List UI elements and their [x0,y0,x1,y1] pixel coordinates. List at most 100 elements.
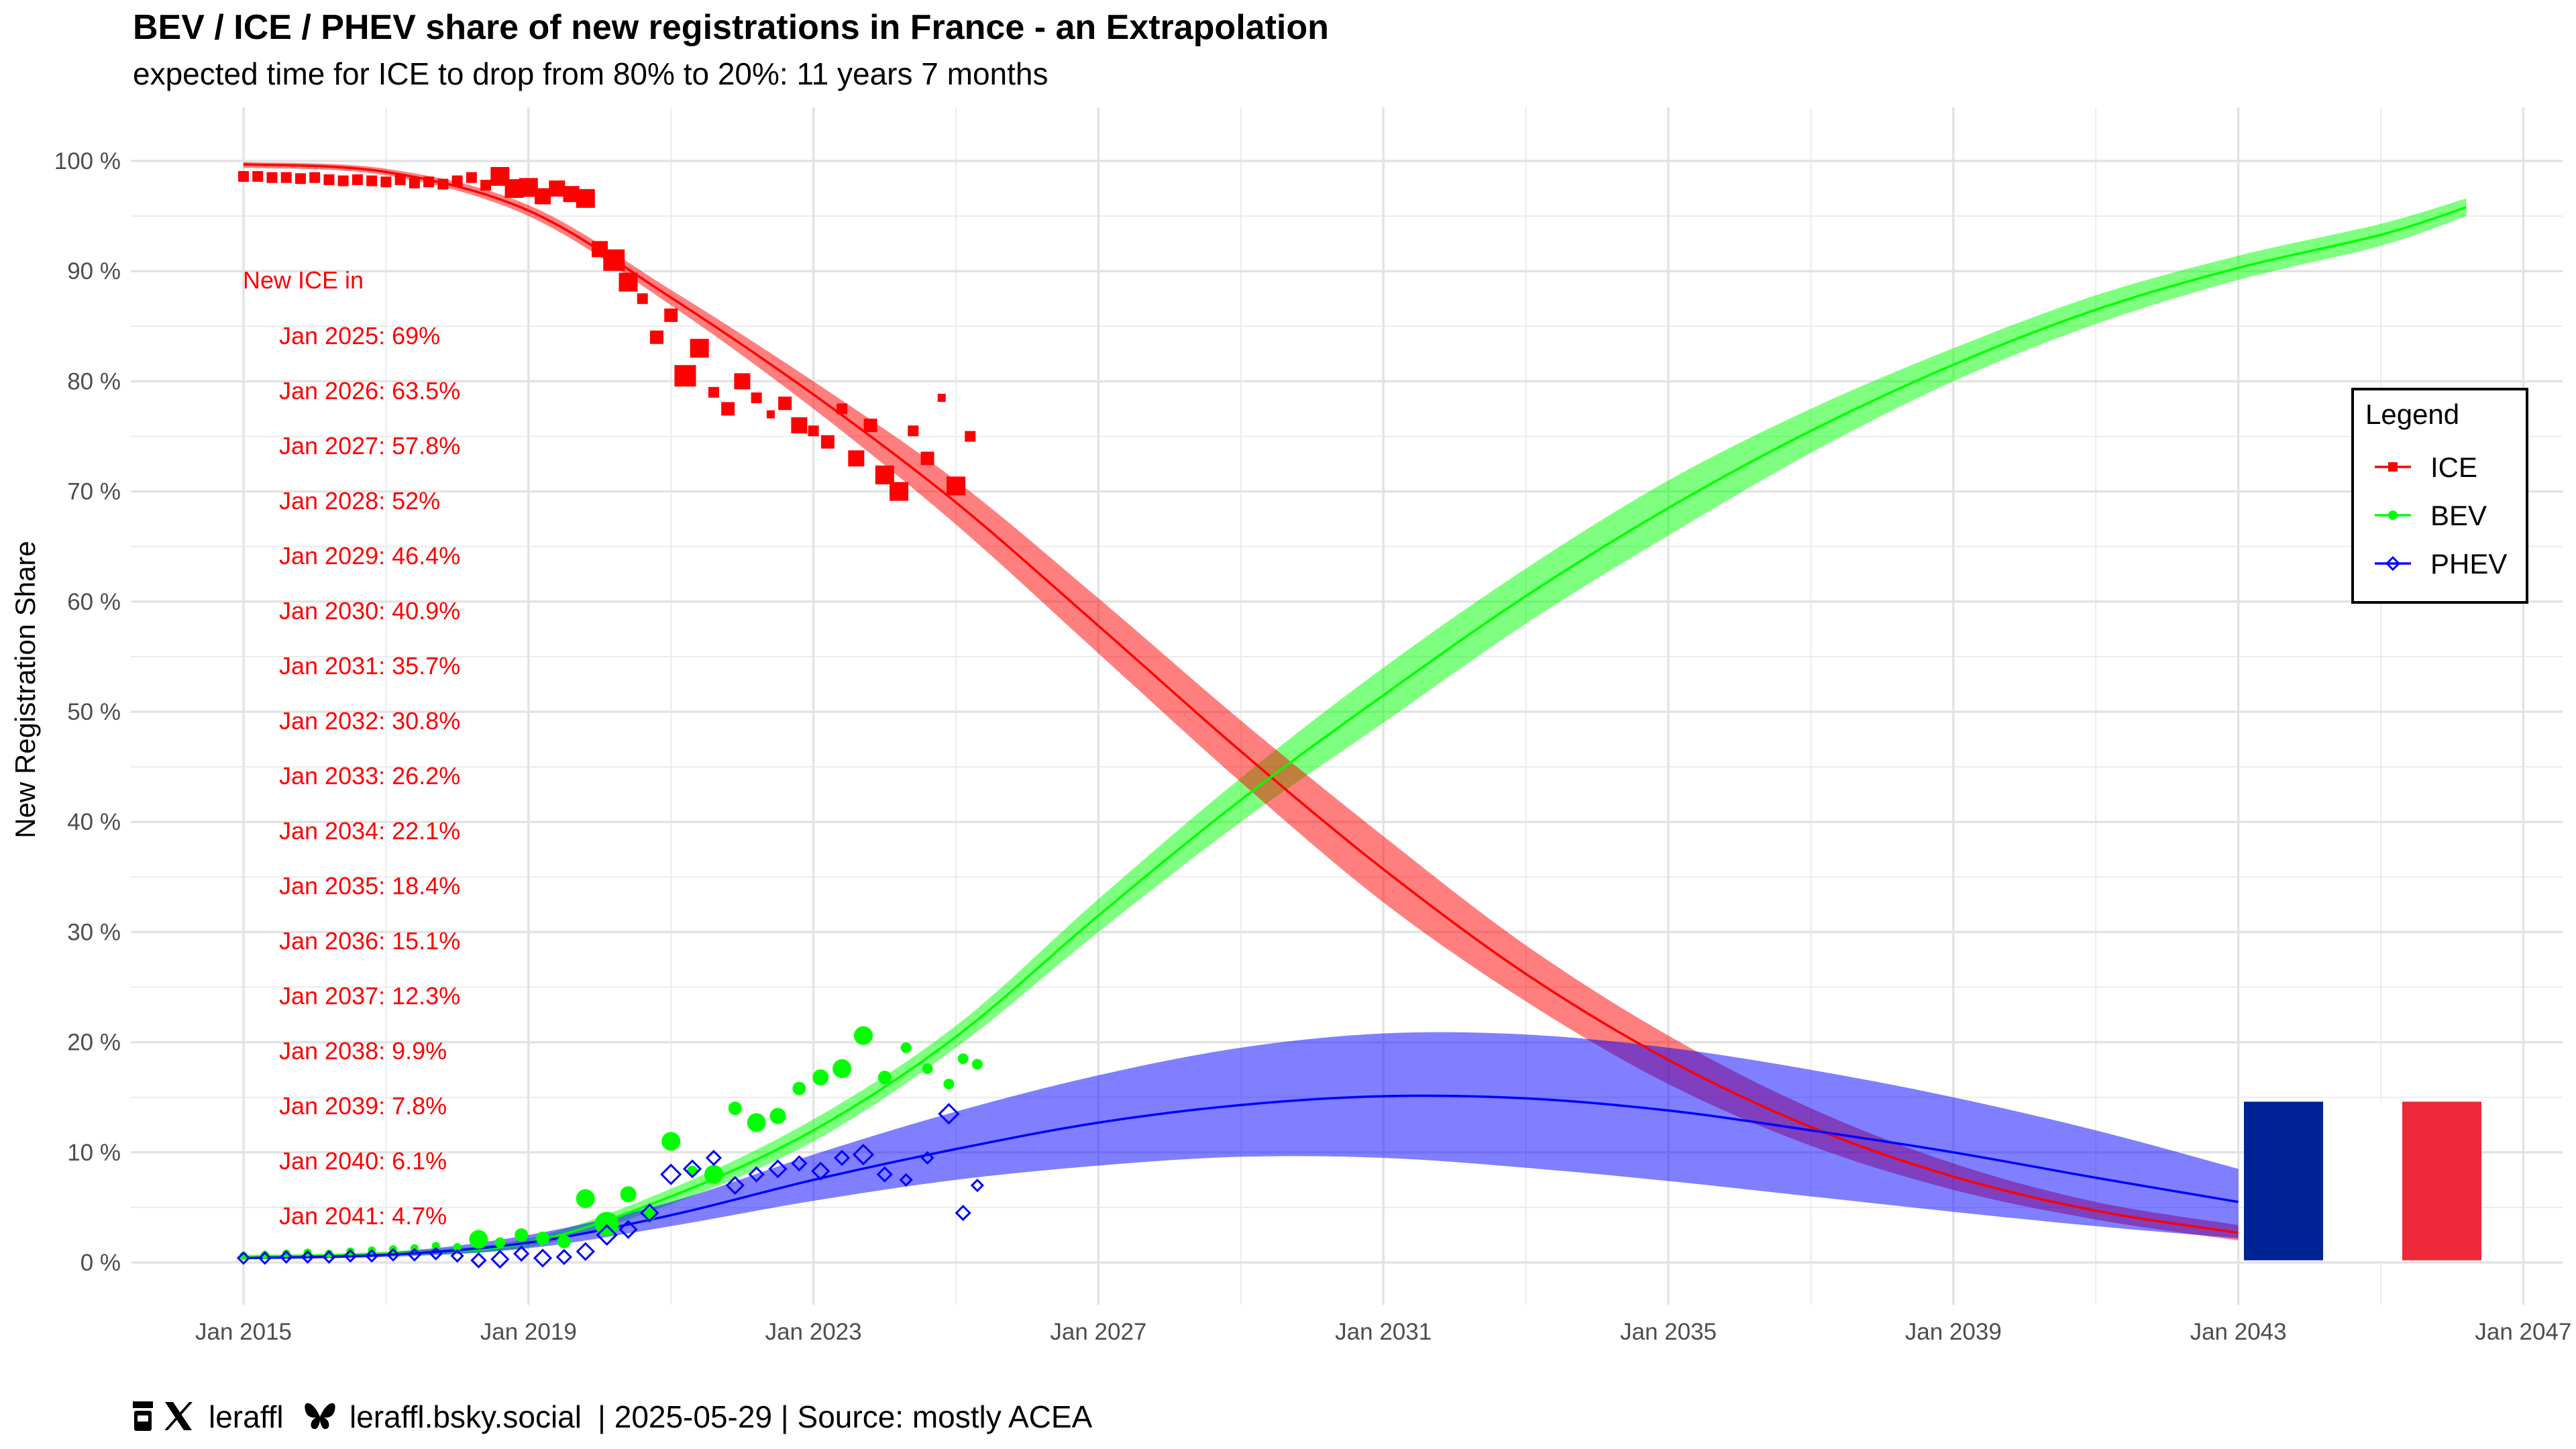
ice-point [252,170,264,182]
legend-key-square [2388,462,2398,472]
phev-point [343,1249,358,1263]
annotation-line: Jan 2039: 7.8% [279,1092,447,1120]
phev-point [258,1251,272,1265]
annotation-header: New ICE in [243,266,364,294]
bev-point [853,1026,873,1045]
phev-point [407,1248,422,1262]
legend-key-circle [2388,511,2398,520]
ice-point [820,435,835,449]
ice-point [937,394,946,402]
ice-point [890,482,909,501]
caption-bsky: leraffl.bsky.social [350,1399,582,1434]
ice-point [708,386,719,398]
phev-point [970,1178,984,1193]
annotation-line: Jan 2029: 46.4% [279,542,460,570]
bev-point [594,1212,619,1236]
caption-handle: leraffl [209,1399,284,1434]
ice-point [280,172,292,183]
bev-point [536,1231,550,1245]
confidence-bands [244,162,2467,1260]
bev-point [687,1165,698,1177]
ice-point [423,176,435,188]
ice-point [309,172,321,183]
ice-point [649,330,663,344]
phev-point [513,1245,530,1262]
ice-point [480,180,492,191]
y-tick-label: 30 % [67,919,121,945]
ice-point [437,178,449,190]
bev-point [453,1243,462,1252]
bev-point [747,1113,766,1132]
grid-major [131,107,2563,1305]
annotation-line: Jan 2035: 18.4% [279,872,460,900]
flag-stripe [2244,1102,2323,1260]
bev-point [728,1102,742,1116]
ice-point [409,177,420,189]
caption: leraffl leraffl.bsky.social | 2025-05-29… [133,1399,1093,1434]
phev-point [852,1143,875,1166]
y-axis-ticks: 0 % 10 % 20 % 30 % 40 % 50 % 60 % 70 % 80 % 90 % 1… [54,148,121,1276]
fit-line-phev [243,1094,2239,1260]
phev-point [899,1173,913,1187]
phev-point [811,1161,830,1181]
legend-item-label: PHEV [2430,548,2507,580]
ice-point [576,189,595,208]
legend-title: Legend [2365,398,2459,430]
phev-point [429,1246,443,1260]
flag-stripe [2402,1102,2481,1260]
phev-point [533,1248,553,1268]
phev-point [596,1224,618,1246]
bev-point [576,1189,595,1208]
y-tick-label: 60 % [67,589,121,615]
ice-point [394,174,406,185]
ice-point [380,176,392,188]
ice-point [690,339,709,358]
ice-point [664,308,678,322]
bev-point [900,1042,912,1053]
ice-point [734,373,751,390]
annotation-line: Jan 2037: 12.3% [279,982,460,1010]
ice-point [294,173,306,184]
x-logo-icon [164,1402,193,1430]
ice-point [766,410,775,419]
butterfly-icon [305,1403,335,1430]
bev-point [971,1059,983,1070]
ice-point [778,396,792,411]
phev-point [748,1166,765,1183]
annotation-line: Jan 2028: 52% [279,487,440,515]
ice-point [637,293,648,305]
legend-item-label: ICE [2430,451,2477,483]
ice-point [751,392,762,404]
legend-item-label: BEV [2430,500,2487,531]
annotation-line: Jan 2027: 57.8% [279,432,460,460]
annotation-line: Jan 2030: 40.9% [279,597,460,625]
annotation-line: Jan 2031: 35.7% [279,652,460,680]
bev-point [833,1059,852,1079]
annotation-line: Jan 2034: 22.1% [279,817,460,845]
bev-point [260,1250,269,1259]
bev-point [877,1071,892,1085]
x-tick-label: Jan 2019 [480,1319,577,1345]
ice-point [808,425,819,437]
phev-point [555,1248,573,1265]
phev-point [236,1251,251,1265]
legend-key-diamond [2385,555,2401,572]
observed-points [236,166,984,1269]
ice-point [535,188,551,205]
phev-point [768,1159,788,1179]
ice-point [965,431,976,442]
bev-point [515,1228,529,1242]
band-bev [244,198,2467,1260]
bev-point [494,1237,506,1248]
ice-point [603,249,625,271]
phev-point [705,1149,722,1167]
bev-point [957,1053,969,1065]
phev-point [791,1155,808,1172]
bev-point [661,1132,681,1151]
y-tick-label: 90 % [67,258,121,284]
ice-point [619,272,638,292]
annotation-line: Jan 2041: 4.7% [279,1202,447,1230]
y-tick-label: 10 % [67,1140,121,1166]
phev-point [450,1249,464,1263]
phev-point [955,1204,971,1222]
